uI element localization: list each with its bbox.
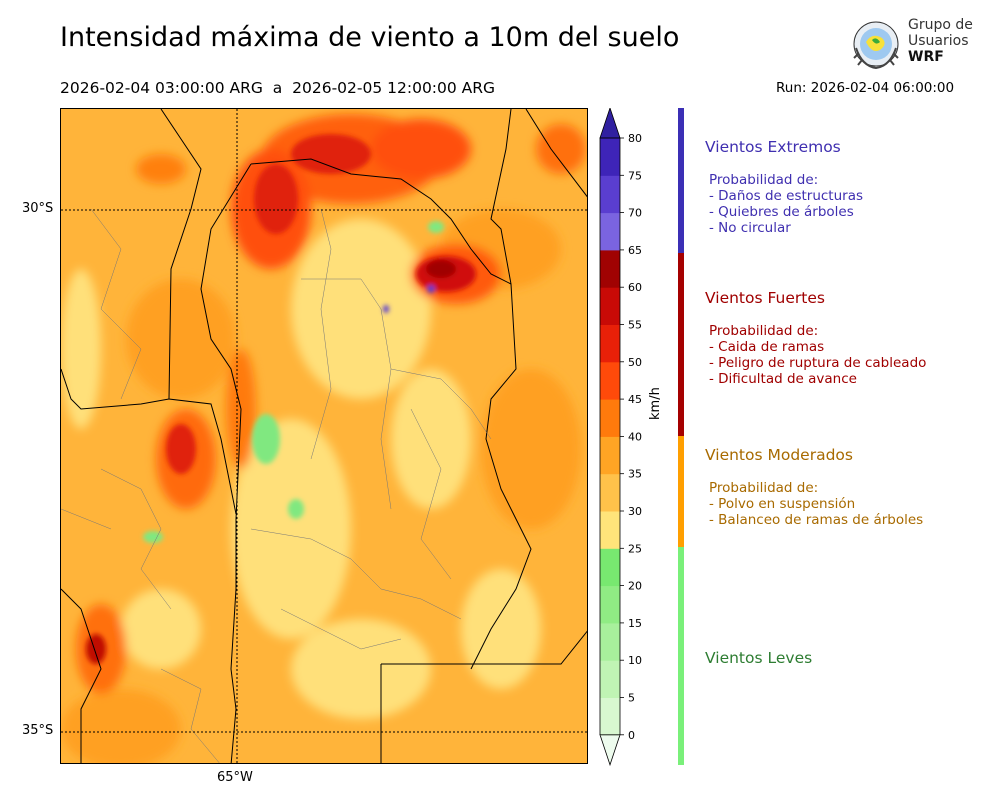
globe-emblem-icon <box>853 21 899 70</box>
category-description: Probabilidad de: - Polvo en suspensión - B… <box>709 480 923 528</box>
colorbar: 0 5 10 15 20 25 30 35 40 45 50 55 60 65 70 75 80 <box>596 106 668 768</box>
colorbar-segment <box>600 212 620 251</box>
wind-field-svg <box>61 109 587 763</box>
colorbar-segment <box>600 511 620 549</box>
colorbar-segment <box>600 249 620 288</box>
colorbar-tick-label: 65 <box>628 244 642 257</box>
colorbar-tick-label: 0 <box>628 729 635 742</box>
category-bar <box>678 436 684 547</box>
category-description-line: Probabilidad de: <box>709 323 819 339</box>
category-bar <box>678 253 684 436</box>
colorbar-tick-label: 45 <box>628 393 642 406</box>
colorbar-segment <box>600 361 620 400</box>
category-description-line: Probabilidad de: <box>709 480 819 496</box>
category-title: Vientos Leves <box>705 649 813 667</box>
province-boundaries <box>61 109 587 763</box>
category-title: Vientos Fuertes <box>705 289 825 307</box>
colorbar-segment <box>600 660 620 698</box>
category-description-line: - Quiebres de árboles <box>709 204 854 220</box>
colorbar-tick-label: 25 <box>628 542 642 555</box>
lat-label-35s: 35°S <box>22 723 54 738</box>
logo-text-line2: Usuarios <box>908 33 969 49</box>
colorbar-tick-label: 55 <box>628 319 642 332</box>
colorbar-segment <box>600 175 620 214</box>
colorbar-segment <box>600 399 620 437</box>
colorbar-tick-label: 35 <box>628 468 642 481</box>
category-description: Probabilidad de: - Daños de estructuras - … <box>709 172 863 236</box>
colorbar-tick-label: 70 <box>628 207 642 220</box>
colorbar-segment <box>600 622 620 661</box>
graticule <box>61 109 587 763</box>
colorbar-unit: km/h <box>648 387 663 420</box>
category-description-line: - Daños de estructuras <box>709 188 864 204</box>
colorbar-tick-label: 60 <box>628 281 642 294</box>
colorbar-segment <box>600 548 620 587</box>
category-bar <box>678 547 684 765</box>
colorbar-segment <box>600 473 620 512</box>
colorbar-segment <box>600 287 620 325</box>
forecast-period: 2026-02-04 03:00:00 ARG a 2026-02-05 12:… <box>60 79 496 97</box>
category-description-line: - No circular <box>709 220 791 236</box>
colorbar-segment <box>600 138 620 176</box>
colorbar-tick-label: 80 <box>628 132 642 145</box>
colorbar-segment <box>600 436 620 475</box>
department-boundaries <box>61 208 492 763</box>
colorbar-tick-label: 50 <box>628 356 642 369</box>
category-description-line: - Dificultad de avance <box>709 371 857 387</box>
colorbar-tick-label: 10 <box>628 654 642 667</box>
category-description-line: - Polvo en suspensión <box>709 496 856 512</box>
logo-text-line1: Grupo de <box>908 17 973 33</box>
category-bar <box>678 108 684 253</box>
category-description-line: - Balanceo de ramas de árboles <box>709 512 924 528</box>
colorbar-extend-low <box>599 734 621 767</box>
colorbar-tick-label: 15 <box>628 617 642 630</box>
colorbar-extend-high <box>599 106 621 139</box>
lon-label-65w: 65°W <box>217 770 253 785</box>
colorbar-tick-label: 40 <box>628 430 642 443</box>
category-description: Probabilidad de: - Caida de ramas - Peligr… <box>709 323 926 387</box>
category-title: Vientos Extremos <box>705 138 841 156</box>
colorbar-svg: 0 5 10 15 20 25 30 35 40 45 50 55 60 65 70 75 80 <box>599 106 642 767</box>
wind-core-patches <box>86 134 476 664</box>
logo-text-line3: WRF <box>908 49 944 65</box>
run-timestamp: Run: 2026-02-04 06:00:00 <box>776 80 955 96</box>
map-title: Intensidad máxima de viento a 10m del su… <box>60 22 680 53</box>
category-description-line: Probabilidad de: <box>709 172 819 188</box>
colorbar-tick-label: 20 <box>628 580 642 593</box>
colorbar-segment <box>600 324 620 363</box>
category-title: Vientos Moderados <box>705 446 853 464</box>
colorbar-segment <box>600 697 620 736</box>
category-description-line: - Peligro de ruptura de cableado <box>709 355 927 371</box>
wrf-logo: Grupo de Usuarios WRF <box>848 18 978 74</box>
colorbar-tick-label: 30 <box>628 505 642 518</box>
colorbar-tick-label: 5 <box>628 692 635 705</box>
wind-intensity-patches <box>61 114 586 763</box>
colorbar-segment <box>600 585 620 624</box>
wind-map <box>60 108 588 764</box>
category-description-line: - Caida de ramas <box>709 339 825 355</box>
colorbar-tick-label: 75 <box>628 169 642 182</box>
lat-label-30s: 30°S <box>22 201 54 216</box>
